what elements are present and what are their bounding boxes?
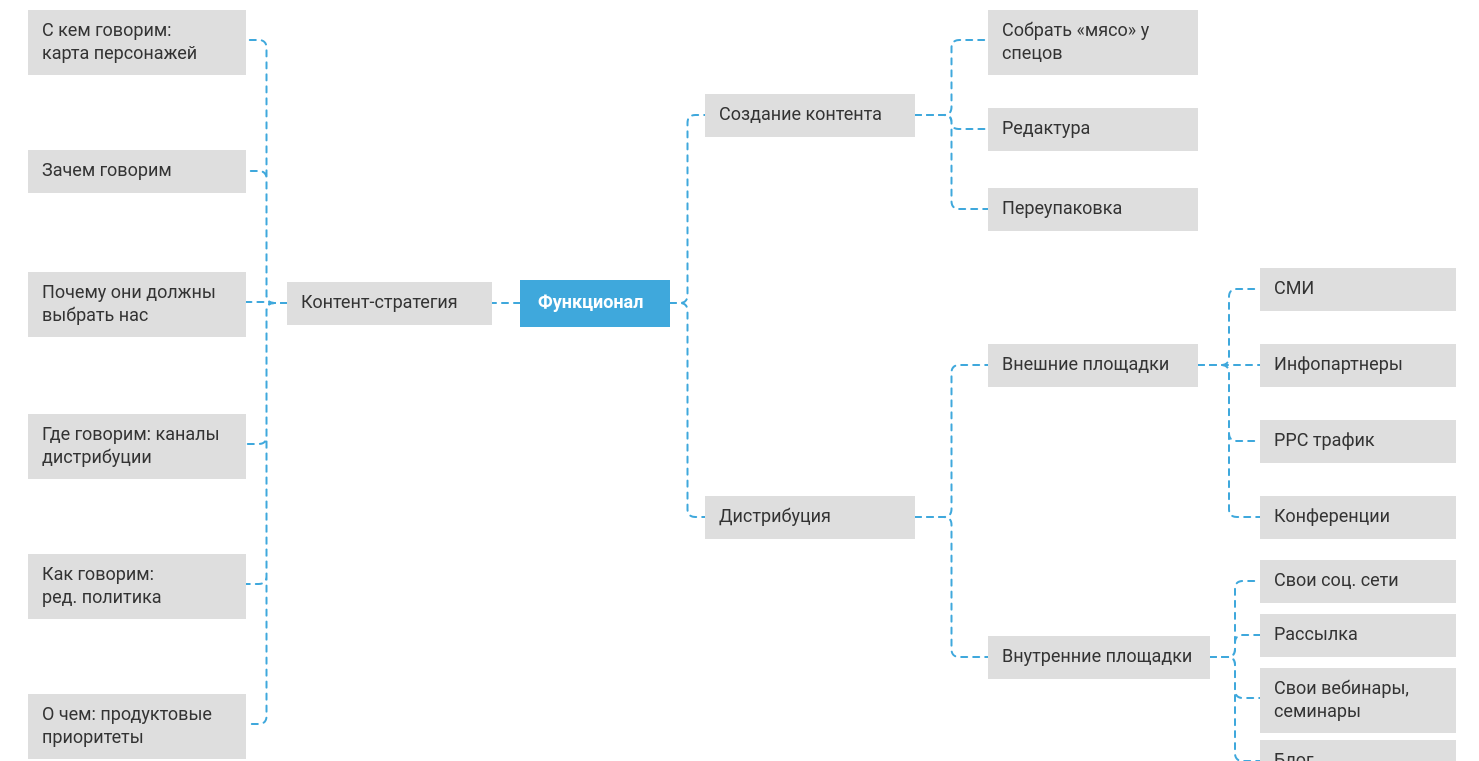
edge-root-create [670,115,705,303]
edge-dist-int [915,517,988,657]
node-s3: Почему они должны выбрать нас [28,272,246,337]
node-label: Как говорим: ред. политика [42,564,162,609]
node-int: Внутренние площадки [988,636,1210,679]
node-label: Рассылка [1274,624,1358,647]
edge-int-i3 [1210,657,1260,698]
node-label: Конференции [1274,506,1390,529]
edge-strat-s5 [246,303,287,584]
node-i2: Рассылка [1260,614,1456,657]
node-s4: Где говорим: каналы дистрибуции [28,414,246,479]
node-s1: С кем говорим: карта персонажей [28,10,246,75]
edge-int-i4 [1210,657,1260,761]
node-c3: Переупаковка [988,188,1198,231]
node-label: Редактура [1002,118,1090,141]
node-create: Создание контента [705,94,915,137]
node-label: PPC трафик [1274,430,1375,453]
edge-ext-e4 [1198,365,1260,517]
node-label: Зачем говорим [42,160,172,183]
edge-root-dist [670,303,705,517]
node-label: СМИ [1274,278,1314,301]
edge-strat-s4 [246,303,287,444]
node-label: Блог [1274,750,1314,761]
node-i4: Блог [1260,740,1456,761]
node-s2: Зачем говорим [28,150,246,193]
node-root: Функционал [520,280,670,327]
node-label: Свои соц. сети [1274,570,1399,593]
edge-dist-ext [915,365,988,517]
edge-create-c2 [915,115,988,129]
node-label: Внутренние площадки [1002,646,1192,669]
node-label: Контент-стратегия [301,292,458,315]
node-label: Собрать «мясо» у спецов [1002,20,1149,65]
node-label: Внешние площадки [1002,354,1169,377]
edge-int-i1 [1210,581,1260,657]
node-label: Где говорим: каналы дистрибуции [42,424,220,469]
node-i3: Свои вебинары, семинары [1260,668,1456,733]
node-ext: Внешние площадки [988,344,1198,387]
edge-strat-s6 [246,303,287,724]
edge-ext-e3 [1198,365,1260,441]
edge-strat-s3 [246,302,287,303]
node-i1: Свои соц. сети [1260,560,1456,603]
node-label: Почему они должны выбрать нас [42,282,216,327]
edge-create-c3 [915,115,988,209]
node-c2: Редактура [988,108,1198,151]
node-label: О чем: продуктовые приоритеты [42,704,212,749]
node-label: Создание контента [719,104,882,127]
node-dist: Дистрибуция [705,496,915,539]
node-label: Свои вебинары, семинары [1274,678,1409,723]
node-label: Переупаковка [1002,198,1122,221]
edge-create-c1 [915,40,988,115]
node-label: Инфопартнеры [1274,354,1403,377]
node-label: С кем говорим: карта персонажей [42,20,197,65]
node-e1: СМИ [1260,268,1456,311]
edge-int-i2 [1210,635,1260,657]
node-s5: Как говорим: ред. политика [28,554,246,619]
node-e2: Инфопартнеры [1260,344,1456,387]
node-label: Функционал [538,292,643,315]
node-c1: Собрать «мясо» у спецов [988,10,1198,75]
node-s6: О чем: продуктовые приоритеты [28,694,246,759]
node-label: Дистрибуция [719,506,831,529]
node-e3: PPC трафик [1260,420,1456,463]
edge-strat-s2 [246,171,287,303]
edge-ext-e1 [1198,289,1260,365]
node-e4: Конференции [1260,496,1456,539]
edge-strat-s1 [246,40,287,303]
node-strat: Контент-стратегия [287,282,492,325]
